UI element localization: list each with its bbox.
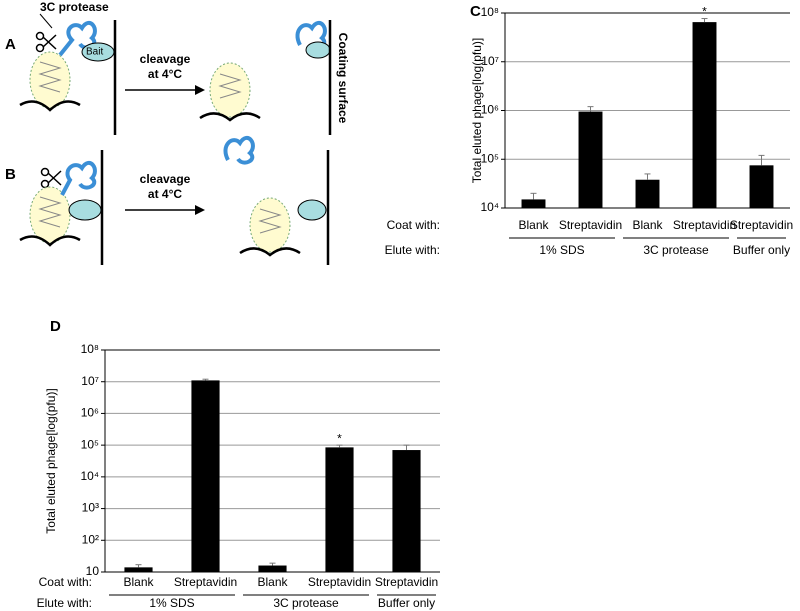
x-tick-label: Blank: [257, 575, 288, 589]
x-tick-label: Streptavidin: [174, 575, 237, 589]
y-tick-label: 10⁵: [481, 151, 499, 165]
y-tick-label: 10⁵: [81, 437, 99, 451]
bar: [392, 450, 421, 572]
x-tick-label: Streptavidin: [559, 218, 622, 232]
dna: [258, 208, 282, 234]
y-tick-label: 10⁷: [81, 374, 99, 388]
diagram-a: A 3C protease Bait cleavage at 4°C Coati…: [5, 0, 350, 135]
arrow-head: [195, 85, 205, 95]
y-tick-label: 10⁶: [481, 103, 499, 117]
y-tick-label: 10⁸: [81, 342, 99, 356]
arrow-label: cleavage: [140, 52, 191, 66]
bar: [258, 565, 287, 572]
bar: [635, 179, 660, 208]
x-tick-label: Blank: [123, 575, 154, 589]
row-label: Elute with:: [385, 243, 440, 257]
phage: [29, 186, 71, 244]
scissors: [40, 167, 62, 189]
x-tick-label: Streptavidin: [308, 575, 371, 589]
row-label: Coat with:: [39, 575, 92, 589]
y-axis-label: Total eluted phage[log(pfu)]: [470, 38, 484, 183]
phage: [249, 197, 291, 253]
panel-label: D: [50, 318, 61, 335]
bar: [191, 380, 220, 572]
arrow-head: [195, 205, 205, 215]
bar: [521, 199, 546, 208]
significance-marker: *: [337, 431, 342, 445]
bait: [297, 199, 327, 221]
bar: [578, 111, 603, 208]
arrow-label: at 4°C: [148, 67, 182, 81]
group-label: 3C protease: [643, 243, 709, 257]
y-tick-label: 10: [86, 564, 100, 578]
arrow-label: cleavage: [140, 172, 191, 186]
y-tick-label: 10⁶: [81, 406, 99, 420]
significance-marker: *: [702, 5, 707, 19]
panel-label: C: [470, 3, 481, 20]
bar: [124, 567, 153, 572]
phage: [29, 51, 71, 109]
bar: [325, 447, 354, 572]
group-label: 1% SDS: [149, 596, 194, 610]
panel-label: B: [5, 166, 16, 183]
tail: [19, 235, 81, 247]
y-tick-label: 10²: [82, 532, 99, 546]
tail: [199, 112, 261, 122]
protein: [60, 160, 97, 196]
bait-label: Bait: [86, 47, 103, 58]
row-label: Coat with:: [387, 218, 440, 232]
x-tick-label: Streptavidin: [673, 218, 736, 232]
dna: [218, 73, 242, 99]
scissors: [35, 13, 57, 53]
protein: [223, 135, 255, 165]
bait: [305, 41, 331, 59]
y-axis-label: Total eluted phage[log(pfu)]: [44, 388, 58, 533]
diagram-b: B cleavage at 4°C: [5, 135, 330, 265]
phage: [209, 62, 251, 118]
group-label: Buffer only: [378, 596, 435, 610]
arrow-label: at 4°C: [148, 187, 182, 201]
x-tick-label: Streptavidin: [375, 575, 438, 589]
group-label: 3C protease: [273, 596, 339, 610]
y-tick-label: 10⁴: [80, 469, 99, 483]
y-tick-label: 10⁸: [481, 5, 499, 19]
surface-label: Coating surface: [336, 33, 350, 124]
group-label: 1% SDS: [539, 243, 584, 257]
bar: [749, 165, 774, 208]
x-tick-label: Streptavidin: [730, 218, 793, 232]
bar: [692, 22, 717, 209]
dna: [38, 196, 62, 228]
x-tick-label: Blank: [632, 218, 663, 232]
bait: [68, 199, 102, 221]
group-label: Buffer only: [733, 243, 790, 257]
tail: [239, 247, 301, 257]
protease-label: 3C protease: [40, 0, 109, 14]
y-tick-label: 10³: [82, 501, 99, 515]
y-tick-label: 10⁴: [480, 200, 499, 214]
y-tick-label: 10⁷: [481, 54, 499, 68]
row-label: Elute with:: [37, 596, 92, 610]
dna: [38, 61, 62, 93]
tail: [19, 100, 81, 112]
x-tick-label: Blank: [518, 218, 549, 232]
panel-label: A: [5, 36, 16, 53]
